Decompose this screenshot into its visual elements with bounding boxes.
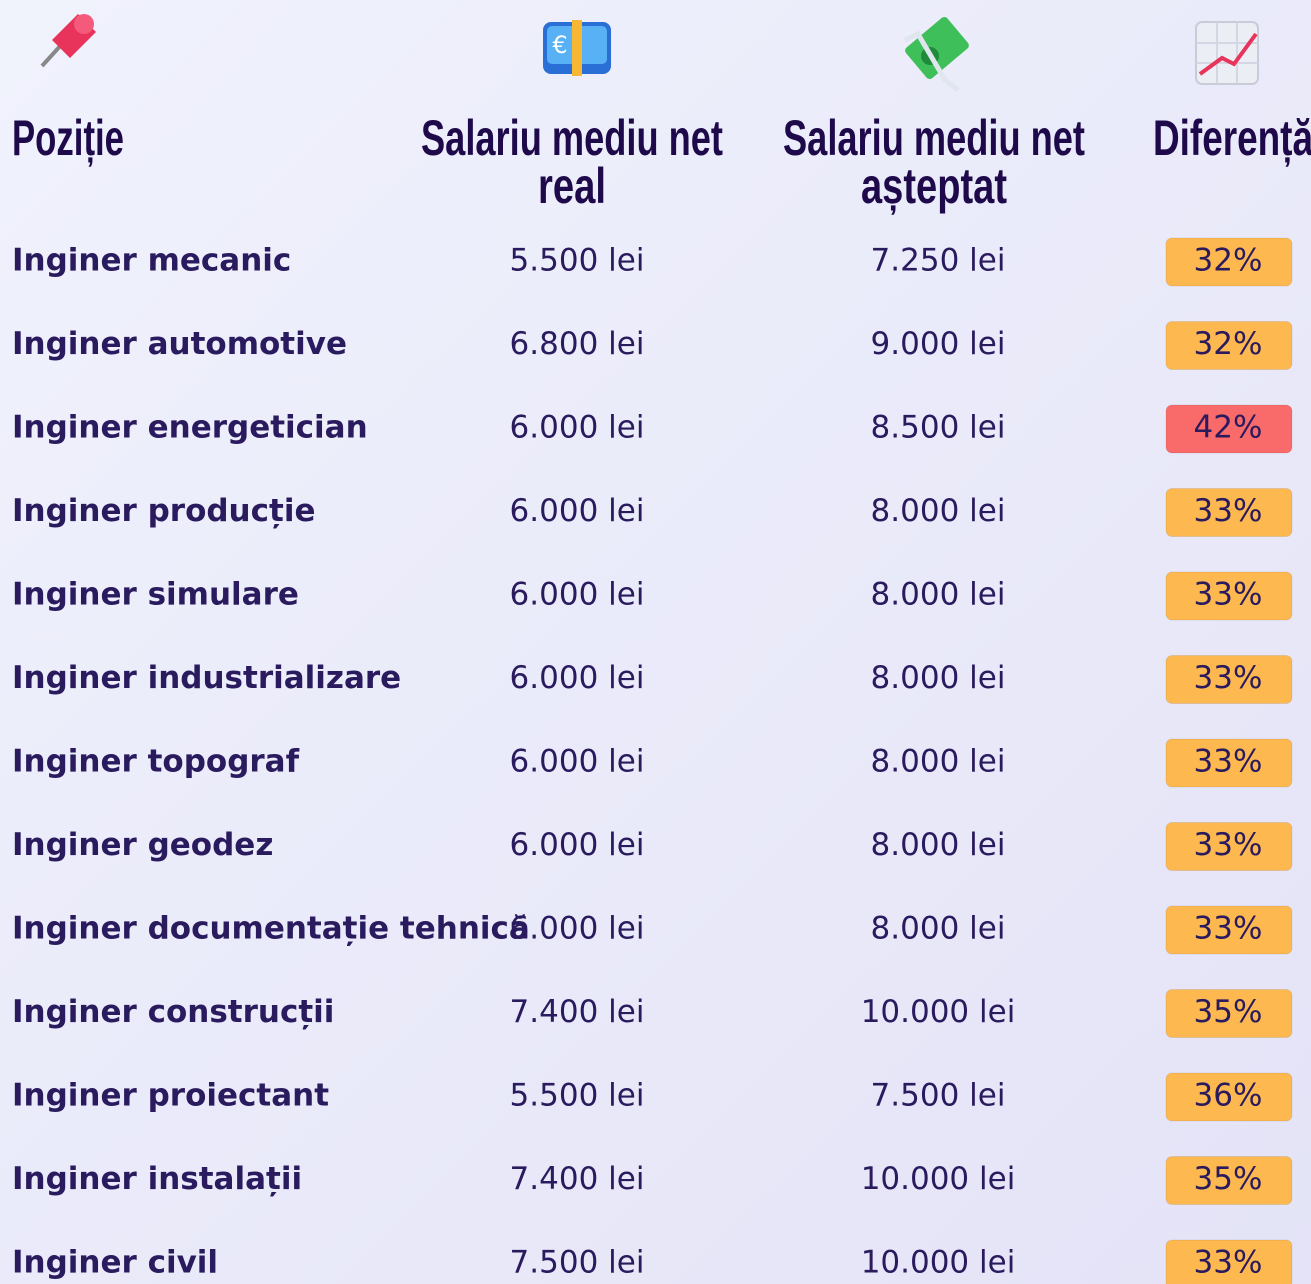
real-salary: 6.000 lei <box>510 410 645 446</box>
position: Inginer documentație tehnică <box>12 911 530 947</box>
position: Inginer industrializare <box>12 660 401 696</box>
badge <box>1165 655 1293 704</box>
expected-salary: 8.000 lei <box>871 827 1006 863</box>
real-salary: 6.000 lei <box>510 827 645 863</box>
svg-text:€: € <box>552 31 567 59</box>
column-header: așteptat <box>861 158 1007 214</box>
difference: 33% <box>1194 827 1263 863</box>
badge <box>1165 237 1293 287</box>
column-header: Poziție <box>12 110 124 166</box>
column-header: Diferență <box>1153 110 1311 166</box>
difference: 33% <box>1194 660 1263 696</box>
difference: 33% <box>1194 744 1263 780</box>
real-salary: 6.000 lei <box>510 744 645 780</box>
badge <box>1165 905 1293 955</box>
badge <box>1165 404 1293 454</box>
position: Inginer instalații <box>12 1161 302 1197</box>
difference: 33% <box>1194 1245 1263 1281</box>
expected-salary: 10.000 lei <box>861 1161 1016 1197</box>
expected-salary: 8.000 lei <box>871 911 1006 947</box>
badge <box>1165 321 1293 370</box>
position: Inginer automotive <box>12 326 347 362</box>
money-icon: € <box>543 20 611 76</box>
cash-icon <box>903 16 969 92</box>
badge <box>1165 1072 1293 1122</box>
expected-salary: 7.250 lei <box>871 243 1006 279</box>
column-header: Salariu mediu net <box>783 110 1085 166</box>
position: Inginer geodez <box>12 827 273 863</box>
position: Inginer proiectant <box>12 1078 329 1114</box>
expected-salary: 8.000 lei <box>871 744 1006 780</box>
position: Inginer construcții <box>12 994 334 1030</box>
position: Inginer civil <box>12 1245 218 1281</box>
real-salary: 7.500 lei <box>510 1245 645 1281</box>
badge <box>1165 738 1293 788</box>
chart-icon <box>1195 21 1259 85</box>
real-salary: 6.000 lei <box>510 493 645 529</box>
real-salary: 5.500 lei <box>510 243 645 279</box>
expected-salary: 8.000 lei <box>871 660 1006 696</box>
difference: 33% <box>1194 911 1263 947</box>
badge <box>1165 488 1293 537</box>
difference: 35% <box>1194 994 1263 1030</box>
real-salary: 5.500 lei <box>510 1078 645 1114</box>
real-salary: 6.000 lei <box>510 577 645 613</box>
badge <box>1165 571 1293 621</box>
expected-salary: 8.500 lei <box>871 410 1006 446</box>
real-salary: 7.400 lei <box>510 994 645 1030</box>
expected-salary: 10.000 lei <box>861 1245 1016 1281</box>
badge <box>1165 1156 1293 1205</box>
real-salary: 7.400 lei <box>510 1161 645 1197</box>
real-salary: 6.000 lei <box>510 911 645 947</box>
difference: 32% <box>1194 326 1263 362</box>
badge <box>1165 989 1293 1038</box>
position: Inginer simulare <box>12 577 299 613</box>
difference: 33% <box>1194 493 1263 529</box>
column-header: Salariu mediu net <box>421 110 723 166</box>
difference: 36% <box>1194 1078 1263 1114</box>
position: Inginer energetician <box>12 410 368 446</box>
expected-salary: 8.000 lei <box>871 577 1006 613</box>
real-salary: 6.800 lei <box>510 326 645 362</box>
difference: 32% <box>1194 243 1263 279</box>
column-header: real <box>538 158 606 214</box>
difference: 33% <box>1194 577 1263 613</box>
real-salary: 6.000 lei <box>510 660 645 696</box>
difference: 35% <box>1194 1161 1263 1197</box>
badge <box>1165 822 1293 871</box>
expected-salary: 10.000 lei <box>861 994 1016 1030</box>
position: Inginer mecanic <box>12 243 291 279</box>
expected-salary: 7.500 lei <box>871 1078 1006 1114</box>
expected-salary: 8.000 lei <box>871 493 1006 529</box>
badge <box>1165 1239 1293 1284</box>
position: Inginer producție <box>12 493 315 529</box>
pin-icon <box>40 14 96 68</box>
expected-salary: 9.000 lei <box>871 326 1006 362</box>
position: Inginer topograf <box>12 744 300 780</box>
difference: 42% <box>1194 410 1263 446</box>
